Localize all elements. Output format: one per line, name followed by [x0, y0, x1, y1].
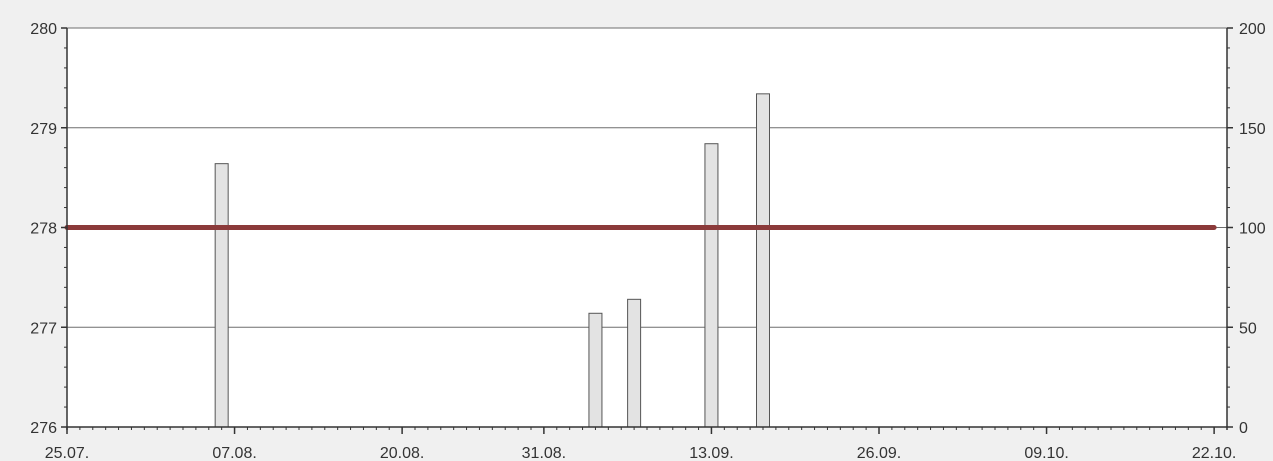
bar: [627, 298, 642, 428]
bar: [588, 312, 603, 428]
left-axis-tick-label: 276: [30, 420, 57, 437]
x-axis-tick-label: 31.08.: [522, 445, 566, 461]
x-axis-tick-label: 07.08.: [212, 445, 256, 461]
x-axis-tick-label: 13.09.: [689, 445, 733, 461]
right-axis-tick-label: 200: [1239, 21, 1266, 38]
x-axis-tick-label: 25.07.: [45, 445, 89, 461]
left-axis-tick-label: 279: [30, 121, 57, 138]
left-axis-tick-label: 278: [30, 221, 57, 238]
left-axis-tick-label: 280: [30, 21, 57, 38]
right-axis-tick-label: 150: [1239, 121, 1266, 138]
right-axis-tick-label: 100: [1239, 221, 1266, 238]
bar: [756, 93, 770, 428]
x-axis-tick-label: 26.09.: [857, 445, 901, 461]
tick-labels: 276 277 278 279 280 0 50 100 150 200 25.07. 07.08. 2…: [30, 21, 1266, 461]
right-axis-tick-label: 50: [1239, 320, 1257, 337]
right-axis-tick-label: 0: [1239, 420, 1248, 437]
axes: [61, 27, 1233, 434]
left-axis-tick-label: 277: [30, 320, 57, 337]
x-axis-tick-label: 09.10.: [1024, 445, 1068, 461]
bar-series: [214, 93, 770, 428]
x-axis-tick-label: 22.10.: [1192, 445, 1236, 461]
bar: [704, 143, 719, 428]
bar: [214, 163, 229, 428]
x-axis-tick-label: 20.08.: [380, 445, 424, 461]
